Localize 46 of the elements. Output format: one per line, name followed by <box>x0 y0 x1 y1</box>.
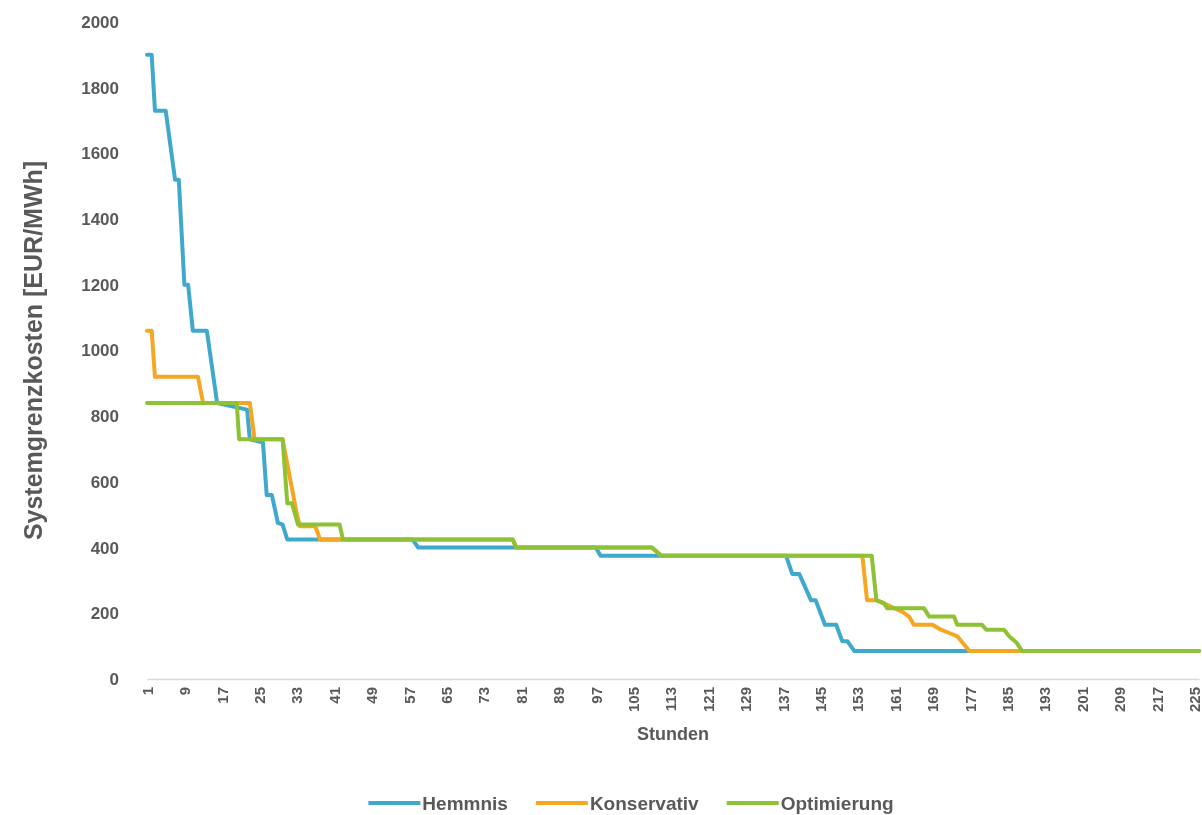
x-tick-label: 193 <box>1036 687 1054 713</box>
y-tick-label: 800 <box>90 407 119 427</box>
x-tick-label: 137 <box>774 687 792 713</box>
x-tick-label: 1 <box>138 687 156 696</box>
y-tick-label: 1400 <box>81 210 119 230</box>
x-tick-label: 153 <box>849 687 867 713</box>
x-tick-label: 33 <box>288 687 306 704</box>
x-tick-label: 49 <box>363 687 381 704</box>
legend-label: Hemmnis <box>422 792 508 814</box>
x-tick-label: 89 <box>550 687 568 704</box>
x-tick-label: 129 <box>737 687 755 713</box>
x-tick-label: 169 <box>924 687 942 713</box>
x-tick-label: 97 <box>587 687 605 704</box>
x-tick-label: 209 <box>1111 687 1129 713</box>
x-tick-label: 9 <box>176 687 194 696</box>
x-tick-label: 177 <box>961 687 979 713</box>
legend-label: Optimierung <box>780 792 894 814</box>
y-tick-label: 2000 <box>81 12 119 32</box>
y-axis-title: Systemgrenzkosten [EUR/MWh] <box>19 160 47 541</box>
y-tick-label: 0 <box>109 669 119 689</box>
y-tick-label: 1800 <box>81 78 119 98</box>
x-tick-label: 145 <box>812 687 830 713</box>
x-tick-label: 57 <box>400 687 418 704</box>
x-tick-label: 17 <box>213 687 231 704</box>
x-tick-label: 81 <box>512 687 530 704</box>
x-tick-label: 105 <box>625 687 643 713</box>
legend-label: Konservativ <box>589 792 700 814</box>
x-tick-label: 113 <box>662 687 680 712</box>
y-tick-label: 1000 <box>81 341 119 361</box>
y-tick-label: 600 <box>90 472 119 492</box>
x-tick-label: 185 <box>999 687 1017 713</box>
x-tick-label: 65 <box>437 687 455 704</box>
x-tick-label: 73 <box>475 687 493 704</box>
y-tick-label: 1200 <box>81 275 119 295</box>
x-axis-title: Stunden <box>637 724 709 744</box>
line-series <box>145 401 1201 654</box>
x-tick-label: 121 <box>699 687 717 713</box>
y-tick-label: 1600 <box>81 144 119 164</box>
y-tick-label: 400 <box>90 538 119 558</box>
x-tick-label: 217 <box>1148 687 1166 713</box>
x-tick-label: 161 <box>886 687 904 713</box>
y-tick-label: 200 <box>90 604 119 624</box>
x-tick-label: 225 <box>1186 687 1202 713</box>
x-tick-label: 201 <box>1073 687 1091 713</box>
x-tick-label: 25 <box>250 687 268 704</box>
x-tick-label: 41 <box>325 687 343 704</box>
